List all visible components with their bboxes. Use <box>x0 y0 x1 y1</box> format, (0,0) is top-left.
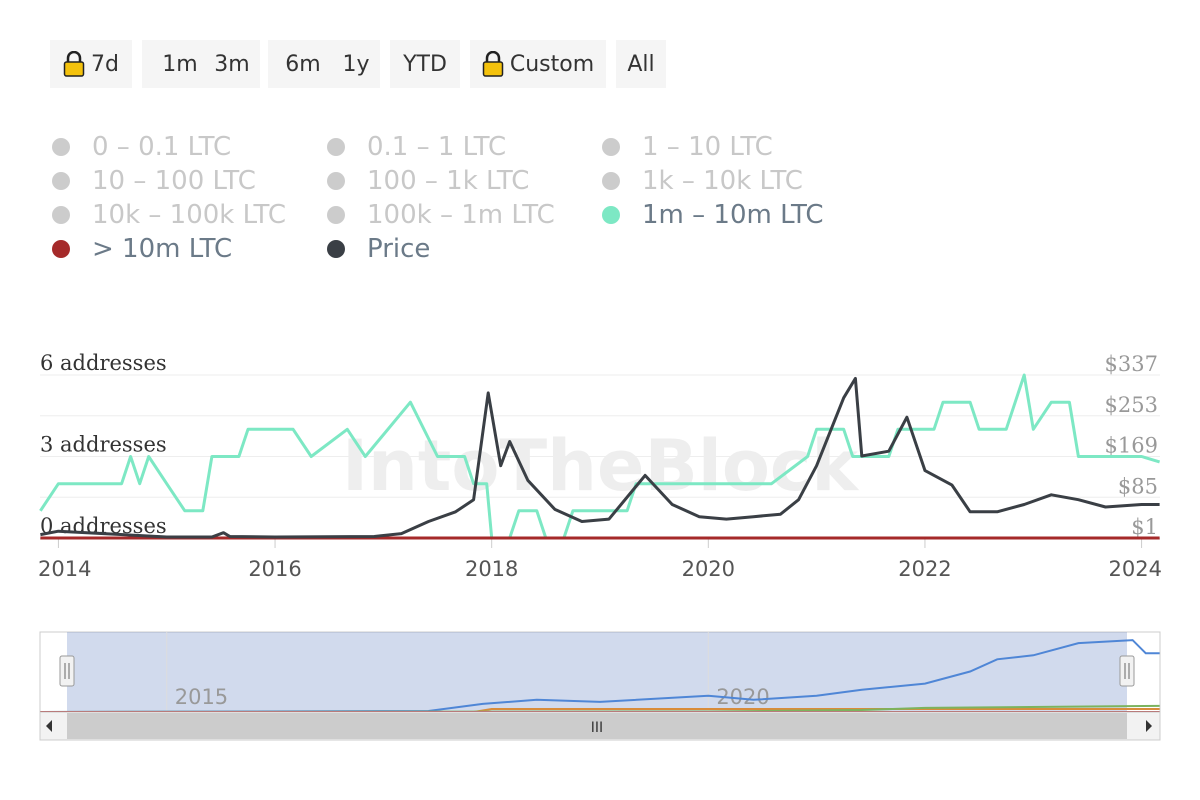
legend-item-1m-10m-ltc[interactable]: 1m – 10m LTC <box>602 198 824 232</box>
x-tick-label: 2024 <box>1109 557 1162 581</box>
legend-label: 1 – 10 LTC <box>642 132 773 162</box>
legend-item-10-100-ltc[interactable]: 10 – 100 LTC <box>52 164 256 198</box>
series-line-price <box>40 376 1160 539</box>
legend-label: 1m – 10m LTC <box>642 200 824 230</box>
legend-item-1-10-ltc[interactable]: 1 – 10 LTC <box>602 130 773 164</box>
legend-item-100-1k-ltc[interactable]: 100 – 1k LTC <box>327 164 529 198</box>
lock-icon <box>63 51 85 77</box>
legend-item-100k-1m-ltc[interactable]: 100k – 1m LTC <box>327 198 555 232</box>
navigator-frame <box>39 631 1161 713</box>
series-line-1m-10m-ltc <box>39 373 1161 540</box>
navigator-x-label: 2015 <box>175 685 228 709</box>
y-left-tick-label: 3 addresses <box>40 433 167 457</box>
legend-item-0-1-1-ltc[interactable]: 0.1 – 1 LTC <box>327 130 506 164</box>
y-right-tick-label: $169 <box>1105 434 1158 458</box>
range-button-3m[interactable]: 3m <box>204 40 260 88</box>
legend-item-0-0-1-ltc[interactable]: 0 – 0.1 LTC <box>52 130 231 164</box>
range-button-1y[interactable]: 1y <box>332 40 380 88</box>
legend-label: 0 – 0.1 LTC <box>92 132 232 162</box>
scroll-left-arrow-icon[interactable] <box>46 720 52 732</box>
legend-dot-icon <box>602 206 620 224</box>
range-button-7d[interactable]: 7d <box>50 40 132 88</box>
x-tick-label: 2022 <box>898 557 951 581</box>
legend-dot-icon <box>602 172 620 190</box>
legend-label: 100k – 1m LTC <box>367 200 555 230</box>
legend-label: 1k – 10k LTC <box>642 166 803 196</box>
legend-dot-icon <box>327 138 345 156</box>
range-button-6m[interactable]: 6m <box>268 40 338 88</box>
range-button-label: 3m <box>214 51 250 77</box>
watermark-logo: IntoTheBlock <box>342 425 859 507</box>
legend-dot-icon <box>327 172 345 190</box>
y-left-tick-label: 6 addresses <box>40 351 167 375</box>
legend-dot-icon <box>52 240 70 258</box>
x-tick-label: 2020 <box>682 557 735 581</box>
legend-item-1k-10k-ltc[interactable]: 1k – 10k LTC <box>602 164 803 198</box>
legend-item-10k-100k-ltc[interactable]: 10k – 100k LTC <box>52 198 286 232</box>
legend-dot-icon <box>52 172 70 190</box>
legend-dot-icon <box>327 240 345 258</box>
range-button-all[interactable]: All <box>616 40 666 88</box>
range-button-label: 1m <box>162 51 198 77</box>
range-button-label: All <box>627 51 655 77</box>
y-right-tick-label: $1 <box>1131 515 1158 539</box>
legend-item-price[interactable]: Price <box>327 232 430 266</box>
range-button-ytd[interactable]: YTD <box>390 40 460 88</box>
legend-label: 10 – 100 LTC <box>92 166 256 196</box>
x-tick-label: 2018 <box>465 557 518 581</box>
navigator-selection[interactable] <box>67 632 1127 712</box>
y-right-tick-label: $85 <box>1118 474 1158 498</box>
y-right-tick-label: $337 <box>1105 352 1158 376</box>
legend-label: 0.1 – 1 LTC <box>367 132 507 162</box>
range-button-custom[interactable]: Custom <box>470 40 606 88</box>
range-button-label: 6m <box>285 51 321 77</box>
navigator-handle-right[interactable] <box>1119 655 1135 687</box>
legend-label: Price <box>367 234 431 264</box>
legend-item-10m-ltc[interactable]: > 10m LTC <box>52 232 232 266</box>
scrollbar-thumb[interactable] <box>67 713 1127 739</box>
navigator-handle-left[interactable] <box>59 655 75 687</box>
x-tick-label: 2014 <box>38 557 91 581</box>
legend-label: > 10m LTC <box>92 234 233 264</box>
range-button-label: 1y <box>342 51 370 77</box>
scroll-right-arrow-icon[interactable] <box>1146 720 1152 732</box>
legend-dot-icon <box>52 138 70 156</box>
range-button-label: 7d <box>91 51 119 77</box>
navigator-series-line <box>40 639 1160 713</box>
legend-label: 10k – 100k LTC <box>92 200 287 230</box>
range-button-label: Custom <box>509 51 595 77</box>
legend-label: 100 – 1k LTC <box>367 166 530 196</box>
legend-dot-icon <box>327 206 345 224</box>
range-button-label: YTD <box>403 51 447 77</box>
legend-dot-icon <box>52 206 70 224</box>
y-right-tick-label: $253 <box>1105 393 1158 417</box>
x-tick-label: 2016 <box>248 557 301 581</box>
legend-dot-icon <box>602 138 620 156</box>
scrollbar-grip: III <box>591 720 603 736</box>
chart-legend: 0 – 0.1 LTC 0.1 – 1 LTC 1 – 10 LTC 10 – 100… <box>52 130 952 280</box>
lock-icon <box>482 51 504 77</box>
